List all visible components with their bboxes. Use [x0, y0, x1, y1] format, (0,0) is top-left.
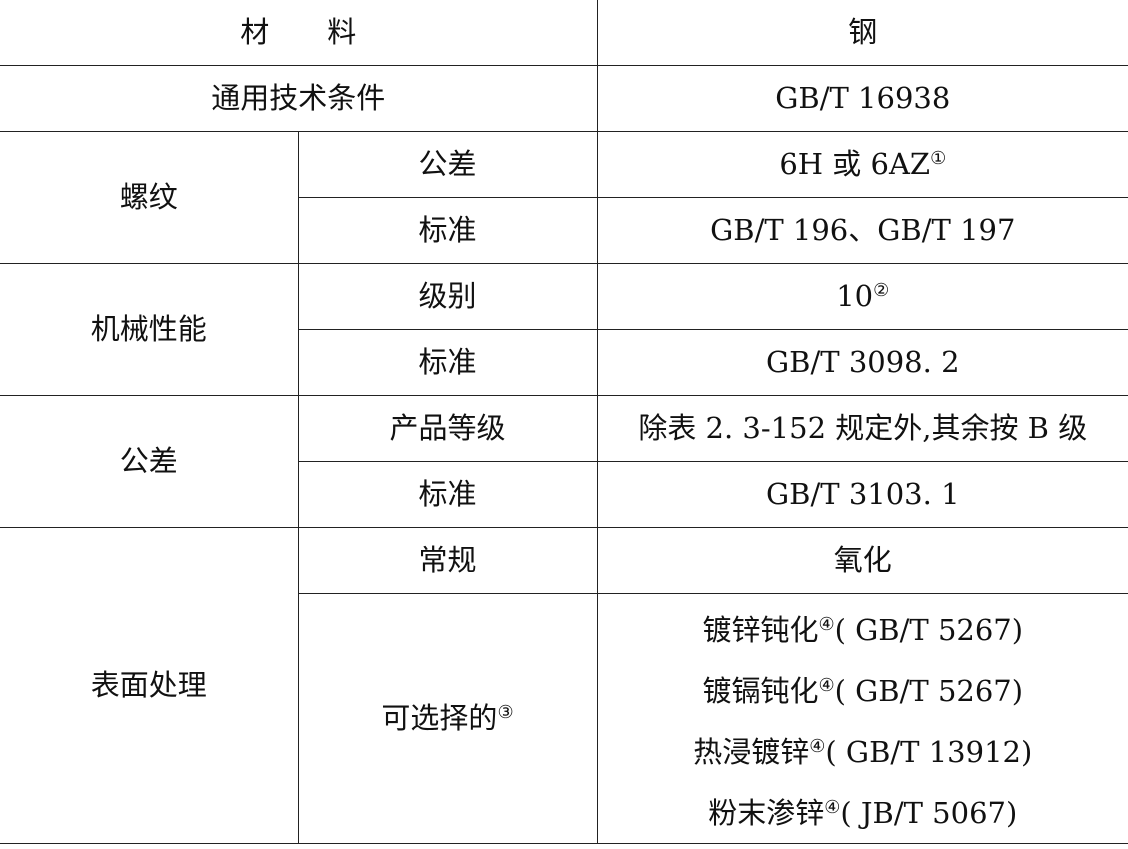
table-row: 机械性能 级别 10② [0, 263, 1128, 396]
product-grade-value: 除表 2. 3-152 规定外,其余按 B 级 [596, 395, 1128, 462]
mechanical-standard-label: 标准 [298, 329, 598, 396]
option-standard: ( GB/T 5267) [834, 673, 1024, 708]
tolerance-standard-value: GB/T 3103. 1 [596, 461, 1128, 528]
surface-regular-value: 氧化 [596, 527, 1128, 594]
thread-tolerance-label: 公差 [297, 131, 598, 198]
table-row: 标准 GB/T 196、GB/T 197 [0, 197, 1128, 264]
footnote-mark: ④ [824, 796, 841, 818]
footnote-mark: ④ [818, 613, 835, 635]
tolerance-label: 公差 [0, 395, 299, 528]
general-label: 通用技术条件 [0, 65, 598, 132]
surface-label: 表面处理 [0, 527, 299, 844]
thread-label: 螺纹 [0, 131, 299, 264]
thread-standard-value: GB/T 196、GB/T 197 [596, 197, 1128, 264]
material-label: 材 料 [0, 0, 598, 66]
table-row: 螺纹 公差 6H 或 6AZ① [0, 131, 1128, 264]
footnote-mark: ② [873, 280, 890, 302]
table-row: 材 料 钢 [0, 0, 1128, 66]
footnote-mark: ③ [497, 702, 514, 724]
surface-regular-label: 常规 [297, 527, 598, 594]
label-text: 可选择的 [381, 701, 498, 736]
value-text: 6H 或 6AZ [779, 147, 931, 182]
option-name: 镀镉钝化 [702, 673, 819, 708]
footnote-mark: ④ [818, 674, 835, 696]
thread-standard-label: 标准 [298, 197, 598, 264]
table-row: 标准 GB/T 3098. 2 [0, 329, 1128, 396]
tolerance-standard-label: 标准 [298, 461, 598, 528]
table-row: 表面处理 常规 氧化 [0, 527, 1128, 844]
mechanical-grade-value: 10② [596, 263, 1128, 330]
option-item: 镀锌钝化④( GB/T 5267) [598, 597, 1128, 658]
mechanical-standard-value: GB/T 3098. 2 [596, 329, 1128, 396]
value-text: 10 [836, 279, 874, 314]
option-standard: ( GB/T 13912) [825, 734, 1033, 769]
material-value: 钢 [596, 0, 1128, 66]
product-grade-label: 产品等级 [297, 395, 598, 462]
option-name: 镀锌钝化 [702, 612, 819, 647]
mechanical-grade-label: 级别 [297, 263, 598, 330]
footnote-mark: ④ [809, 735, 826, 757]
option-name: 热浸镀锌 [693, 734, 810, 769]
general-value: GB/T 16938 [596, 65, 1128, 132]
table-row: 公差 产品等级 除表 2. 3-152 规定外,其余按 B 级 [0, 395, 1128, 528]
footnote-mark: ① [930, 148, 947, 170]
option-item: 热浸镀锌④( GB/T 13912) [598, 719, 1128, 780]
surface-optional-label: 可选择的③ [298, 593, 598, 844]
table-row: 标准 GB/T 3103. 1 [0, 461, 1128, 528]
option-name: 粉末渗锌 [708, 795, 825, 830]
surface-optional-values: 镀锌钝化④( GB/T 5267) 镀镉钝化④( GB/T 5267) 热浸镀锌… [596, 593, 1128, 844]
thread-tolerance-value: 6H 或 6AZ① [596, 131, 1128, 198]
table-row: 通用技术条件 GB/T 16938 [0, 65, 1128, 132]
mechanical-label: 机械性能 [0, 263, 299, 396]
option-standard: ( GB/T 5267) [834, 612, 1024, 647]
option-item: 粉末渗锌④( JB/T 5067) [598, 780, 1128, 841]
option-standard: ( JB/T 5067) [840, 795, 1018, 830]
table-row: 可选择的③ 镀锌钝化④( GB/T 5267) 镀镉钝化④( GB/T 5267… [0, 593, 1128, 844]
option-item: 镀镉钝化④( GB/T 5267) [598, 658, 1128, 719]
